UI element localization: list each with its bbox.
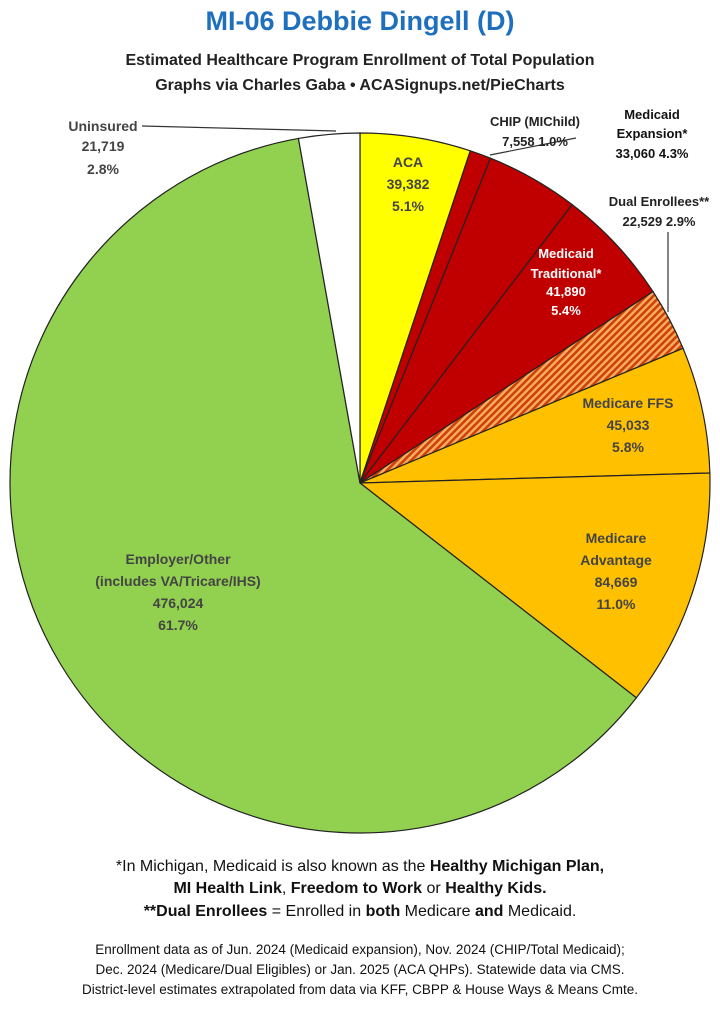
label-chip-name: CHIP (MIChild) — [490, 114, 580, 129]
footnote-bold: **Dual Enrollees — [143, 903, 268, 920]
label-advantage-name: Medicare — [586, 530, 647, 546]
label-advantage-value: 84,669 — [595, 574, 638, 590]
label-employer-sub: (includes VA/Tricare/IHS) — [95, 573, 260, 589]
footnote-medicaid-line2: MI Health Link, Freedom to Work or Healt… — [0, 880, 720, 898]
footnote-text: = Enrolled in — [267, 903, 366, 920]
pie-chart: Uninsured 21,719 2.8% ACA 39,382 5.1% CH… — [9, 107, 711, 834]
source-line-3: District-level estimates extrapolated fr… — [82, 982, 638, 997]
label-dual-name: Dual Enrollees** — [609, 194, 710, 209]
footnote-text: , — [281, 880, 291, 897]
footnote-text: Medicaid. — [503, 903, 577, 920]
label-expansion-name: Medicaid — [624, 107, 680, 122]
label-employer-value: 476,024 — [153, 595, 204, 611]
label-expansion-value: 33,060 4.3% — [615, 146, 688, 161]
label-employer-percent: 61.7% — [158, 617, 198, 633]
footnote-medicaid-line1: *In Michigan, Medicaid is also known as … — [0, 858, 720, 876]
footnote-bold: Healthy Kids. — [445, 880, 547, 897]
label-ffs-value: 45,033 — [607, 417, 650, 433]
source-line-1: Enrollment data as of Jun. 2024 (Medicai… — [95, 942, 625, 957]
label-dual-value: 22,529 2.9% — [622, 214, 695, 229]
label-uninsured-name: Uninsured — [68, 118, 137, 134]
label-ffs-name: Medicare FFS — [582, 395, 673, 411]
pie-slice-uninsured — [297, 132, 361, 484]
footnote-text: *In Michigan, Medicaid is also known as … — [115, 858, 430, 875]
footnote-text: or — [422, 880, 446, 897]
chart-subtitle: Estimated Healthcare Program Enrollment … — [125, 52, 595, 69]
label-advantage-sub: Advantage — [580, 552, 652, 568]
footnote-dual: **Dual Enrollees = Enrolled in both Medi… — [0, 903, 720, 921]
label-uninsured-value: 21,719 — [82, 138, 125, 154]
label-traditional-value: 41,890 — [546, 284, 586, 299]
label-traditional-sub: Traditional* — [531, 266, 603, 281]
chart-credit: Graphs via Charles Gaba • ACASignups.net… — [155, 77, 565, 94]
leader-line-chip — [489, 137, 577, 156]
leader-line-uninsured — [141, 125, 337, 132]
label-aca-name: ACA — [393, 154, 423, 170]
label-traditional-percent: 5.4% — [551, 303, 581, 318]
label-ffs-percent: 5.8% — [612, 439, 644, 455]
footnote-bold: and — [474, 903, 504, 920]
pie-slice-medicare-ffs — [359, 347, 711, 484]
label-aca-value: 39,382 — [387, 176, 430, 192]
label-aca-percent: 5.1% — [392, 198, 424, 214]
footnote-bold: both — [365, 903, 401, 920]
label-employer-name: Employer/Other — [125, 551, 231, 567]
footnote-text: Medicare — [400, 903, 475, 920]
label-uninsured-percent: 2.8% — [87, 161, 119, 177]
label-chip-value: 7,558 1.0% — [502, 134, 568, 149]
label-traditional-name: Medicaid — [538, 246, 594, 261]
footnote-bold: Freedom to Work — [290, 880, 423, 897]
chart-title: MI-06 Debbie Dingell (D) — [205, 6, 515, 36]
footnote-bold: MI Health Link — [173, 880, 282, 897]
source-line-2: Dec. 2024 (Medicare/Dual Eligibles) or J… — [95, 962, 625, 977]
pie-slice-medicare-advantage — [358, 472, 711, 699]
label-advantage-percent: 11.0% — [597, 596, 636, 612]
label-expansion-sub: Expansion* — [617, 126, 689, 141]
pie-slice-employer-other-includes-va-tricare-ihs — [9, 137, 638, 834]
footnote-bold: Healthy Michigan Plan, — [429, 858, 605, 875]
